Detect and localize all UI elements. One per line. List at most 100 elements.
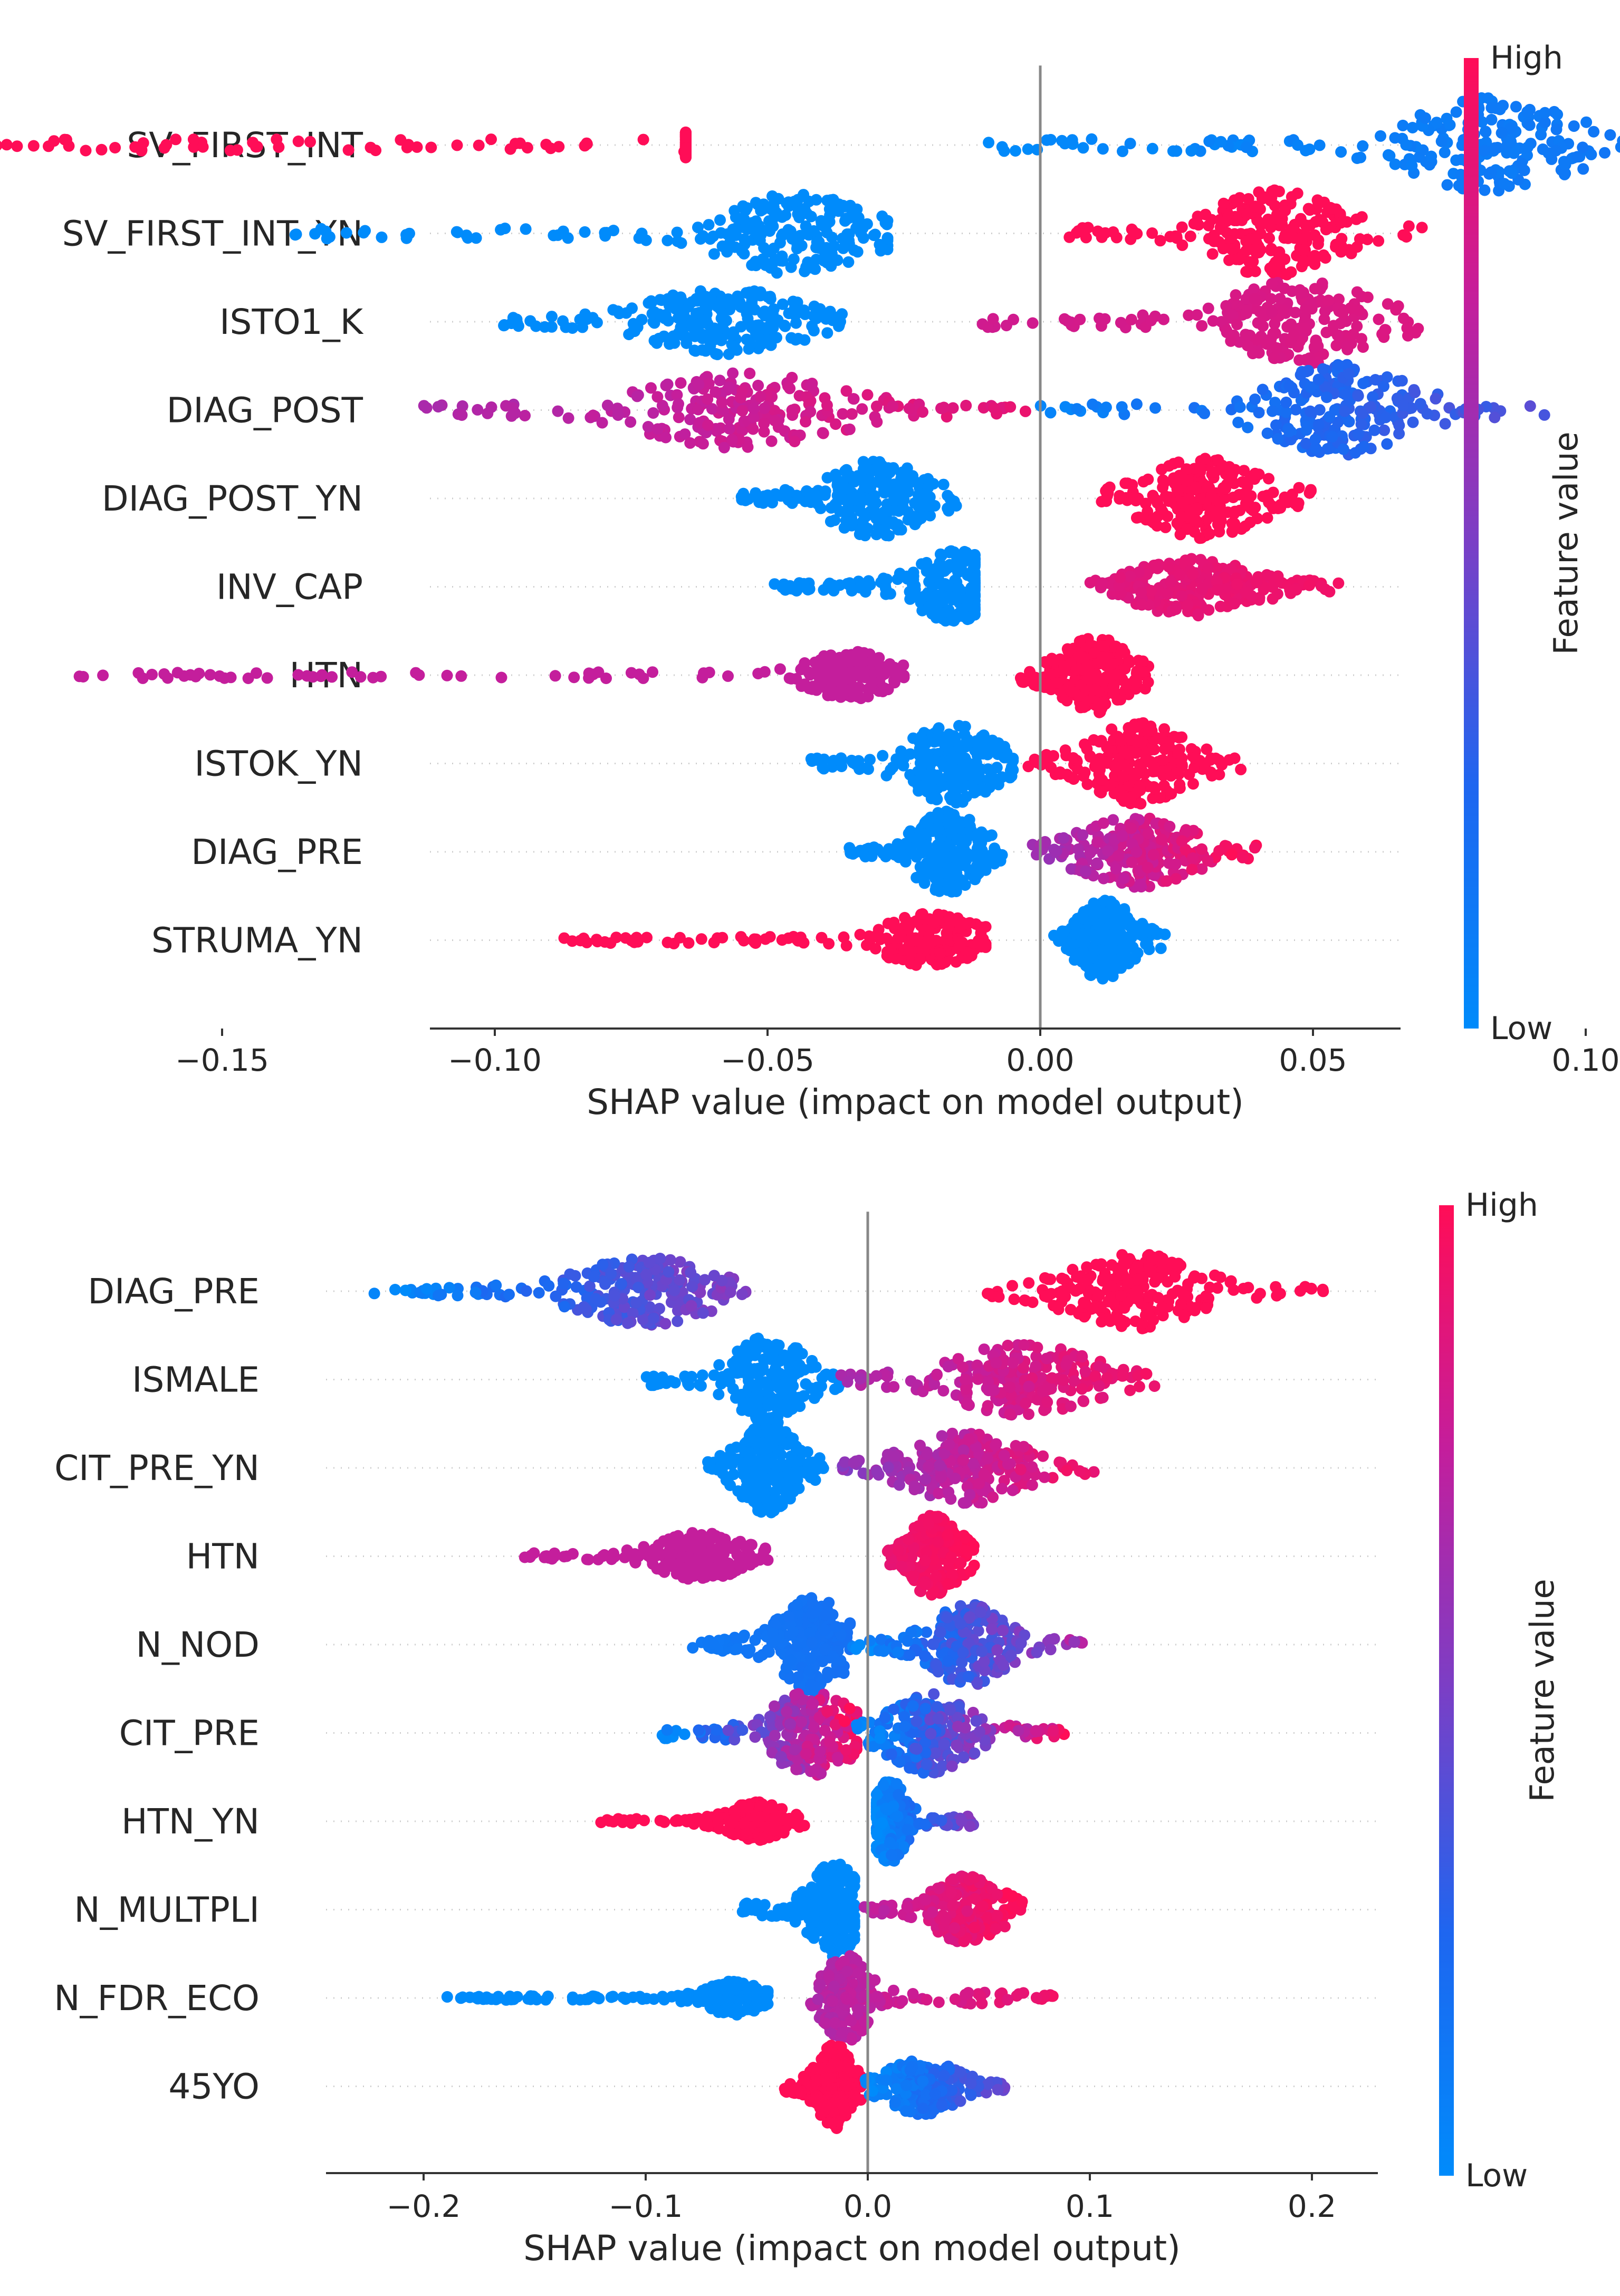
feature-label: HTN bbox=[186, 1536, 260, 1577]
shap-dot bbox=[1327, 203, 1339, 215]
x-tick-label: 0.00 bbox=[1006, 1042, 1074, 1078]
shap-dot bbox=[1128, 924, 1140, 936]
shap-dot bbox=[1128, 492, 1140, 504]
shap-dot bbox=[975, 927, 987, 939]
shap-dot bbox=[1176, 496, 1188, 508]
shap-dot bbox=[900, 570, 913, 582]
shap-dot bbox=[1155, 833, 1167, 846]
shap-dot bbox=[1558, 168, 1570, 180]
shap-dot bbox=[792, 935, 804, 947]
shap-dot bbox=[662, 936, 674, 948]
shap-dot bbox=[1450, 106, 1462, 118]
shap-dot bbox=[1297, 254, 1309, 266]
shap-dot bbox=[504, 143, 516, 155]
shap-dot bbox=[1340, 340, 1353, 352]
shap-dot bbox=[1355, 151, 1366, 164]
shap-dot bbox=[1478, 145, 1490, 157]
shap-dot bbox=[552, 405, 564, 417]
shap-dot bbox=[1187, 852, 1199, 864]
shap-dot bbox=[1125, 313, 1137, 325]
shap-dot bbox=[1401, 231, 1412, 243]
shap-dot bbox=[1174, 779, 1186, 791]
shap-dot bbox=[1115, 492, 1127, 504]
shap-dot bbox=[1504, 122, 1517, 135]
shap-dot bbox=[1406, 122, 1418, 133]
shap-dot bbox=[1333, 577, 1345, 589]
shap-dot bbox=[1116, 643, 1128, 655]
shap-dot bbox=[677, 329, 689, 341]
feature-label: 45YO bbox=[168, 2067, 260, 2107]
shap-dot bbox=[1130, 846, 1143, 858]
shap-dot bbox=[870, 400, 883, 412]
shap-dot bbox=[1165, 575, 1177, 588]
shap-dot bbox=[473, 139, 485, 151]
shap-dot bbox=[823, 938, 835, 950]
shap-dot bbox=[1314, 139, 1326, 151]
shap-dot bbox=[1296, 287, 1308, 299]
shap-dot bbox=[1097, 700, 1109, 712]
shap-dot bbox=[1315, 580, 1327, 592]
shap-dot bbox=[346, 666, 358, 678]
shap-dot bbox=[825, 251, 837, 262]
shap-dot bbox=[1136, 599, 1148, 611]
shap-dot bbox=[1265, 332, 1277, 344]
shap-dot bbox=[888, 494, 900, 506]
shap-dot bbox=[1100, 401, 1112, 414]
shap-dot bbox=[1009, 145, 1021, 157]
shap-dot bbox=[1145, 314, 1157, 326]
shap-dot bbox=[629, 325, 641, 337]
shap-dot bbox=[1079, 866, 1091, 878]
shap-dot bbox=[934, 577, 946, 589]
shap-dot bbox=[1134, 878, 1146, 890]
shap-dot bbox=[605, 1268, 617, 1280]
shap-dot bbox=[982, 763, 994, 775]
shap-dot bbox=[1397, 119, 1409, 131]
shap-dot bbox=[400, 232, 413, 244]
shap-dot bbox=[710, 348, 722, 360]
shap-dot bbox=[708, 322, 721, 334]
shap-dot bbox=[1335, 217, 1347, 229]
shap-dot bbox=[765, 339, 777, 351]
shap-dot bbox=[844, 844, 856, 856]
shap-dot bbox=[708, 248, 720, 260]
shap-dot bbox=[1309, 434, 1321, 446]
shap-dot bbox=[892, 524, 904, 536]
shap-dot bbox=[919, 869, 932, 881]
shap-dot bbox=[1487, 101, 1499, 113]
shap-dot bbox=[1290, 584, 1302, 596]
shap-dot bbox=[1381, 371, 1393, 383]
shap-dot bbox=[1097, 143, 1109, 155]
shap-dot bbox=[1318, 313, 1330, 325]
shap-dot bbox=[1480, 126, 1492, 138]
shap-dot bbox=[1116, 830, 1128, 842]
shap-dot bbox=[822, 579, 835, 591]
shap-dot bbox=[1098, 872, 1110, 885]
shap-dot bbox=[316, 669, 328, 681]
shap-dot bbox=[716, 1274, 728, 1286]
shap-dot bbox=[1126, 856, 1138, 868]
shap-dot bbox=[822, 215, 835, 227]
shap-dot bbox=[877, 750, 889, 762]
shap-dot bbox=[942, 884, 953, 896]
shap-dot bbox=[1171, 517, 1183, 529]
shap-dot bbox=[771, 267, 783, 279]
shap-dot bbox=[1155, 503, 1167, 515]
shap-dot bbox=[912, 477, 924, 489]
shap-dot bbox=[1335, 146, 1347, 158]
shap-dot bbox=[953, 719, 965, 732]
shap-dot bbox=[856, 525, 868, 537]
shap-dot bbox=[1157, 313, 1170, 325]
shap-dot bbox=[825, 502, 837, 514]
shap-dot bbox=[805, 210, 817, 223]
shap-dot bbox=[988, 402, 1000, 414]
shap-dot bbox=[856, 654, 868, 666]
shap-dot bbox=[568, 671, 580, 684]
shap-dot bbox=[1510, 101, 1522, 113]
shap-dot bbox=[936, 590, 948, 602]
shap-dot bbox=[1207, 315, 1219, 327]
shap-dot bbox=[952, 833, 963, 845]
shap-dot bbox=[441, 669, 453, 681]
shap-dot bbox=[1267, 593, 1279, 605]
shap-dot bbox=[974, 863, 986, 875]
shap-dot bbox=[43, 140, 54, 152]
